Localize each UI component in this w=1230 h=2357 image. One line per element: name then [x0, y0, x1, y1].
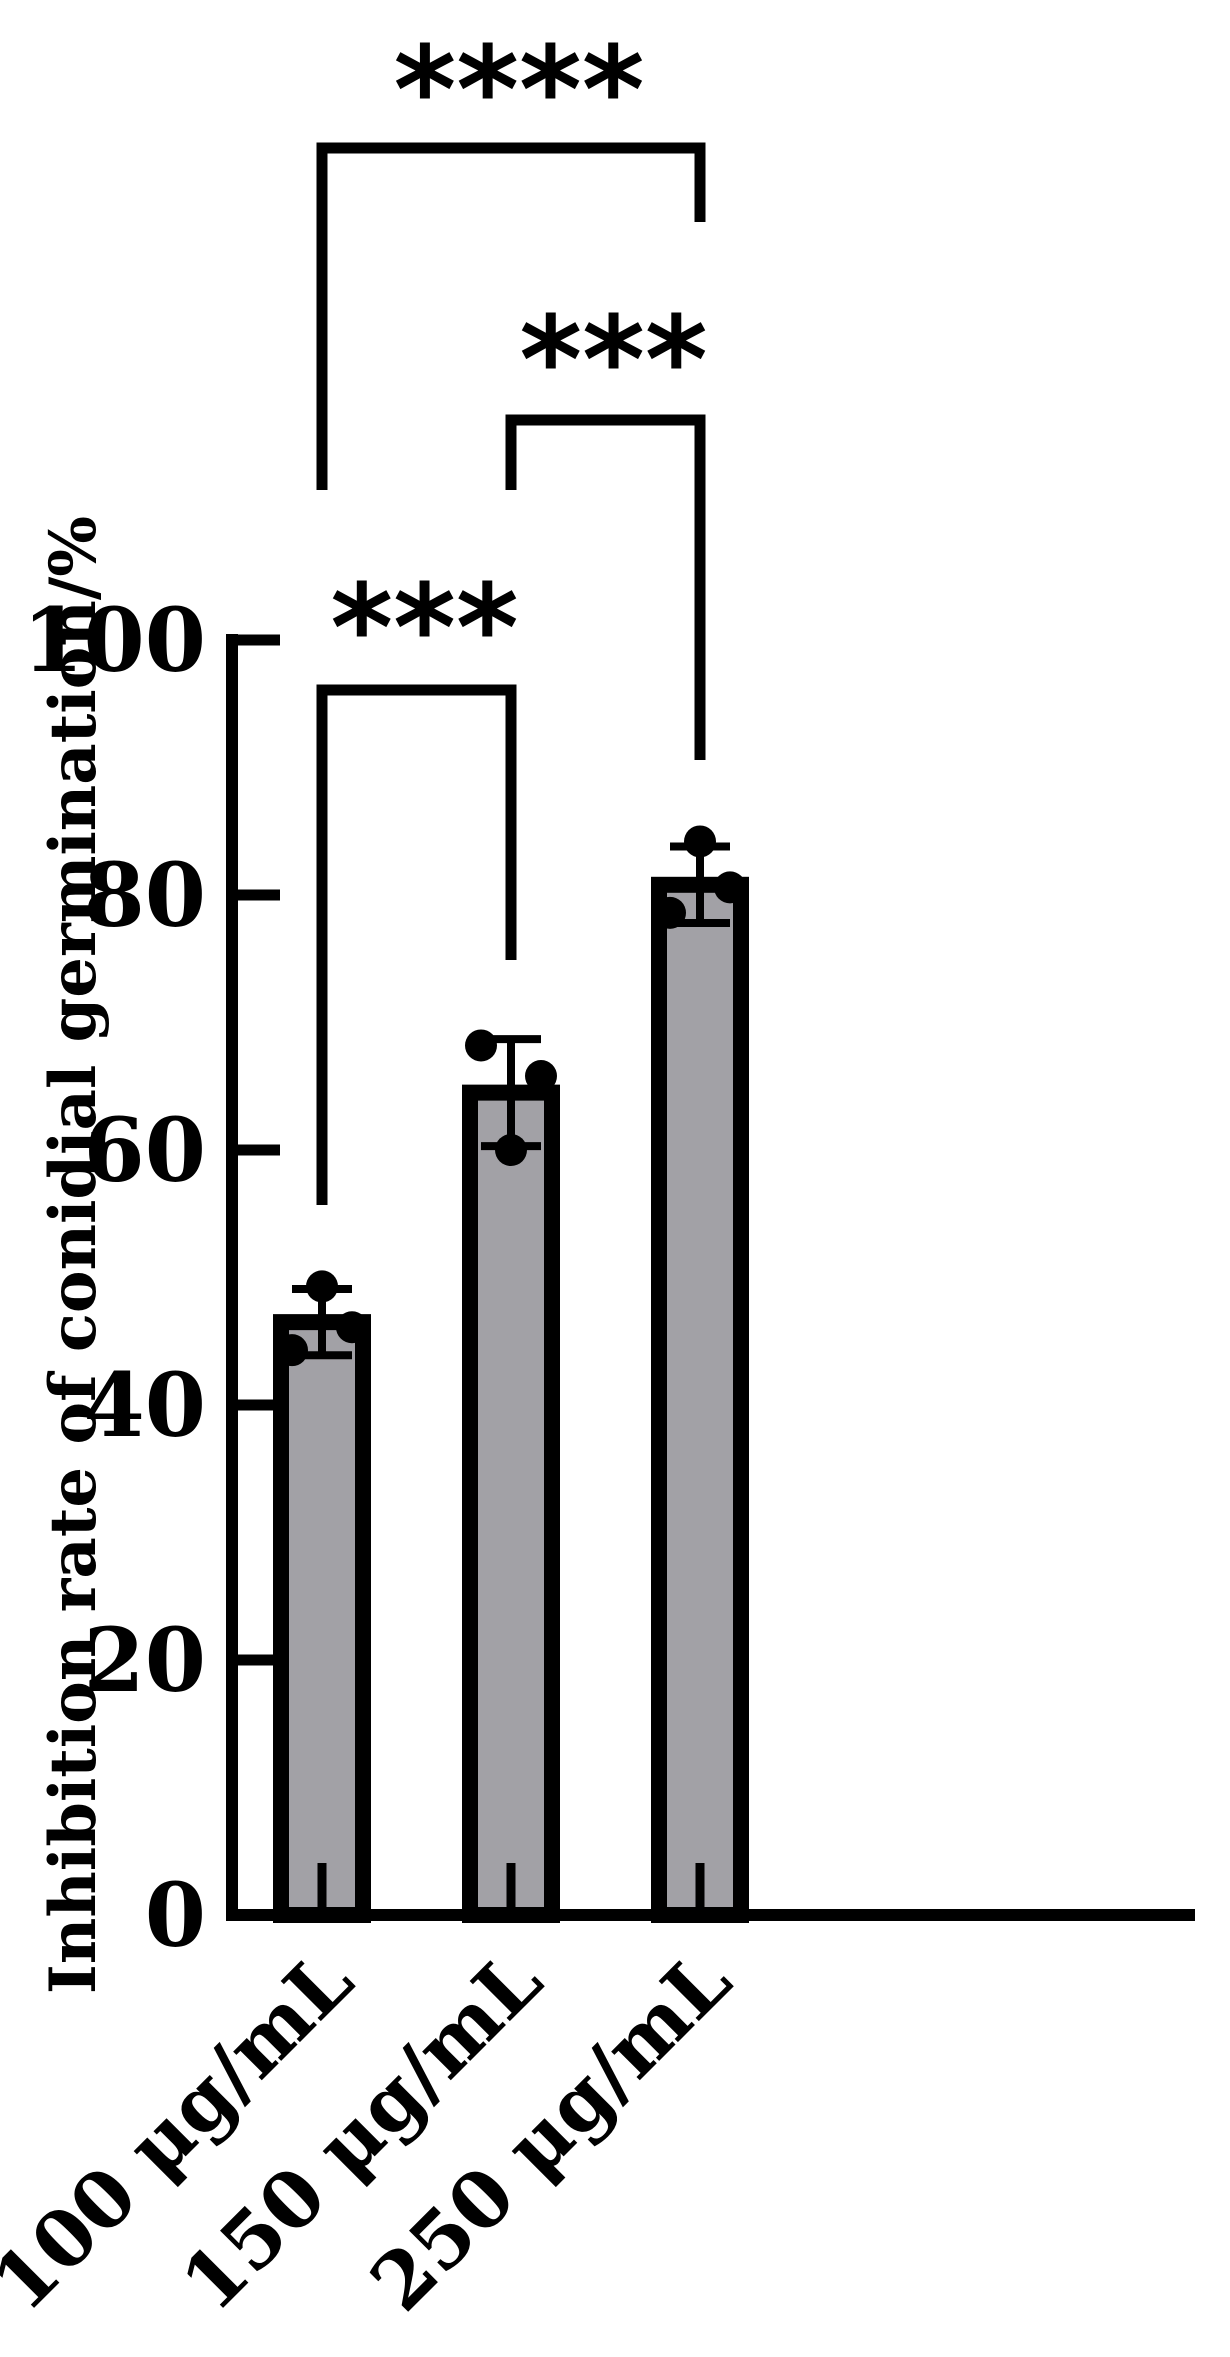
bracket-line	[316, 142, 706, 490]
significance-label: ***	[330, 560, 518, 699]
significance-bracket: ****	[316, 22, 706, 490]
significance-label: ****	[393, 22, 644, 161]
bracket-line	[505, 414, 706, 760]
significance-label: ***	[519, 292, 707, 431]
data-point	[654, 896, 686, 929]
data-point	[714, 871, 746, 904]
data-point	[465, 1029, 497, 1062]
data-point	[276, 1334, 308, 1367]
y-tick-label: 40	[84, 1353, 206, 1457]
y-axis-label: Inhibition rate of conidial germination/…	[36, 516, 111, 1994]
data-point	[336, 1311, 368, 1344]
y-tick-label: 60	[84, 1098, 206, 1202]
y-tick-label: 80	[84, 843, 206, 947]
significance-bracket: ***	[316, 560, 519, 1205]
data-point	[495, 1134, 527, 1166]
bar	[273, 1314, 371, 1923]
data-point	[525, 1060, 557, 1093]
y-tick-label: 0	[145, 1863, 206, 1967]
data-point	[684, 825, 716, 858]
data-point	[306, 1270, 338, 1303]
bar	[462, 1084, 560, 1923]
bracket-line	[316, 684, 517, 1205]
y-tick-label: 20	[84, 1608, 206, 1712]
y-tick-label: 100	[22, 588, 206, 692]
bar	[651, 876, 749, 1923]
significance-bracket: ***	[505, 292, 708, 760]
